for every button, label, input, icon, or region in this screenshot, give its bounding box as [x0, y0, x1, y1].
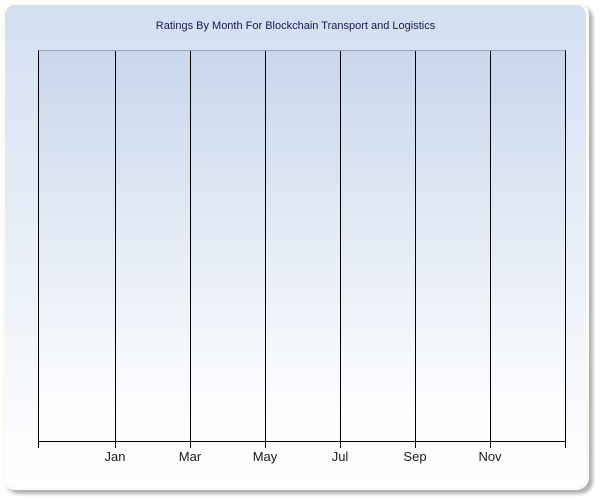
x-axis-tick — [265, 442, 266, 448]
vertical-gridline — [190, 51, 191, 441]
vertical-gridline — [415, 51, 416, 441]
x-axis-label: May — [252, 449, 278, 464]
vertical-gridline — [490, 51, 491, 441]
vertical-gridline — [265, 51, 266, 441]
x-axis-edge-tick — [38, 442, 39, 448]
x-axis-tick — [340, 442, 341, 448]
x-axis-label: Jan — [104, 449, 126, 464]
vertical-gridline — [115, 51, 116, 441]
chart-panel: Ratings By Month For Blockchain Transpor… — [2, 2, 589, 490]
x-axis: Jan Mar May Jul Sep Nov — [38, 442, 566, 474]
x-axis-label: Jul — [331, 449, 349, 464]
plot-area — [38, 50, 566, 442]
x-axis-edge-tick — [565, 442, 566, 448]
x-axis-tick — [415, 442, 416, 448]
x-axis-tick — [190, 442, 191, 448]
chart-title: Ratings By Month For Blockchain Transpor… — [155, 20, 436, 32]
x-axis-label: Nov — [478, 449, 502, 464]
x-axis-tick — [490, 442, 491, 448]
x-axis-tick — [115, 442, 116, 448]
x-axis-label: Mar — [178, 449, 202, 464]
x-axis-label: Sep — [403, 449, 427, 464]
vertical-gridline — [340, 51, 341, 441]
